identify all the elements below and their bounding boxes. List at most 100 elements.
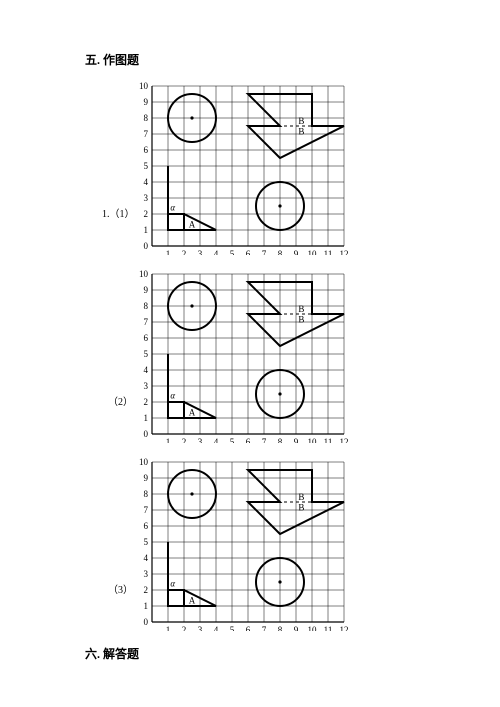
x-tick-label: 10	[308, 437, 318, 443]
circle-top-left-center	[190, 492, 193, 495]
x-tick-label: 1	[166, 249, 171, 255]
x-tick-label: 11	[324, 437, 333, 443]
y-tick-label: 5	[144, 537, 149, 547]
label-alpha: α	[170, 203, 175, 213]
y-tick-label: 7	[144, 317, 149, 327]
y-tick-label: 3	[144, 193, 149, 203]
chart-bg	[130, 80, 348, 255]
label-B-lower: B	[298, 127, 304, 137]
y-tick-label: 9	[144, 97, 149, 107]
chart-bg	[130, 456, 348, 631]
y-tick-label: 0	[144, 241, 149, 251]
x-tick-label: 2	[182, 249, 187, 255]
x-tick-label: 2	[182, 437, 187, 443]
circle-bottom-right-center	[278, 392, 281, 395]
y-tick-label: 1	[144, 225, 149, 235]
section-5-title: 五. 作图题	[85, 51, 139, 68]
y-tick-label: 10	[139, 81, 149, 91]
grid-figure: 012345678910123456789101112AαBB	[130, 456, 348, 631]
y-tick-label: 8	[144, 301, 149, 311]
y-tick-label: 4	[144, 553, 149, 563]
label-B-lower: B	[298, 503, 304, 513]
section-6-title-text: 六. 解答题	[85, 647, 139, 661]
x-tick-label: 5	[230, 437, 235, 443]
y-tick-label: 4	[144, 177, 149, 187]
y-tick-label: 2	[144, 585, 149, 595]
x-tick-label: 3	[198, 437, 203, 443]
x-tick-label: 4	[214, 437, 219, 443]
x-tick-label: 10	[308, 625, 318, 631]
label-A: A	[189, 407, 196, 417]
y-tick-label: 1	[144, 413, 149, 423]
circle-top-left-center	[190, 304, 193, 307]
grid-figure: 012345678910123456789101112AαBB	[130, 268, 348, 443]
y-tick-label: 2	[144, 209, 149, 219]
section-5-title-text: 五. 作图题	[85, 53, 139, 67]
y-tick-label: 0	[144, 429, 149, 439]
x-tick-label: 7	[262, 249, 267, 255]
chart-bg	[130, 268, 348, 443]
x-tick-label: 1	[166, 625, 171, 631]
x-tick-label: 12	[340, 437, 349, 443]
y-tick-label: 8	[144, 113, 149, 123]
label-alpha: α	[170, 391, 175, 401]
y-tick-label: 6	[144, 333, 149, 343]
y-tick-label: 9	[144, 473, 149, 483]
x-tick-label: 6	[246, 437, 251, 443]
x-tick-label: 10	[308, 249, 318, 255]
circle-bottom-right-center	[278, 580, 281, 583]
x-tick-label: 2	[182, 625, 187, 631]
grid-figure: 012345678910123456789101112AαBB	[130, 80, 348, 255]
x-tick-label: 4	[214, 249, 219, 255]
y-tick-label: 4	[144, 365, 149, 375]
x-tick-label: 11	[324, 625, 333, 631]
label-alpha: α	[170, 579, 175, 589]
x-tick-label: 3	[198, 625, 203, 631]
y-tick-label: 10	[139, 457, 149, 467]
y-tick-label: 7	[144, 505, 149, 515]
y-tick-label: 6	[144, 521, 149, 531]
y-tick-label: 2	[144, 397, 149, 407]
label-B-lower: B	[298, 315, 304, 325]
y-tick-label: 1	[144, 601, 149, 611]
x-tick-label: 12	[340, 625, 349, 631]
figure-1: 012345678910123456789101112AαBB	[130, 80, 348, 255]
x-tick-label: 6	[246, 625, 251, 631]
x-tick-label: 9	[294, 249, 299, 255]
circle-bottom-right-center	[278, 204, 281, 207]
label-B-upper: B	[298, 116, 304, 126]
y-tick-label: 0	[144, 617, 149, 627]
x-tick-label: 9	[294, 625, 299, 631]
x-tick-label: 7	[262, 437, 267, 443]
y-tick-label: 6	[144, 145, 149, 155]
y-tick-label: 8	[144, 489, 149, 499]
x-tick-label: 1	[166, 437, 171, 443]
y-tick-label: 5	[144, 161, 149, 171]
y-tick-label: 7	[144, 129, 149, 139]
x-tick-label: 6	[246, 249, 251, 255]
x-tick-label: 11	[324, 249, 333, 255]
y-tick-label: 5	[144, 349, 149, 359]
x-tick-label: 5	[230, 625, 235, 631]
figure-3: 012345678910123456789101112AαBB	[130, 456, 348, 631]
x-tick-label: 12	[340, 249, 349, 255]
y-tick-label: 9	[144, 285, 149, 295]
y-tick-label: 10	[139, 269, 149, 279]
label-A: A	[189, 219, 196, 229]
circle-top-left-center	[190, 116, 193, 119]
label-B-upper: B	[298, 304, 304, 314]
x-tick-label: 9	[294, 437, 299, 443]
x-tick-label: 8	[278, 249, 283, 255]
x-tick-label: 5	[230, 249, 235, 255]
x-tick-label: 4	[214, 625, 219, 631]
y-tick-label: 3	[144, 569, 149, 579]
section-6-title: 六. 解答题	[85, 645, 139, 662]
figure-2: 012345678910123456789101112AαBB	[130, 268, 348, 443]
x-tick-label: 3	[198, 249, 203, 255]
label-B-upper: B	[298, 492, 304, 502]
x-tick-label: 7	[262, 625, 267, 631]
label-A: A	[189, 595, 196, 605]
x-tick-label: 8	[278, 625, 283, 631]
y-tick-label: 3	[144, 381, 149, 391]
x-tick-label: 8	[278, 437, 283, 443]
